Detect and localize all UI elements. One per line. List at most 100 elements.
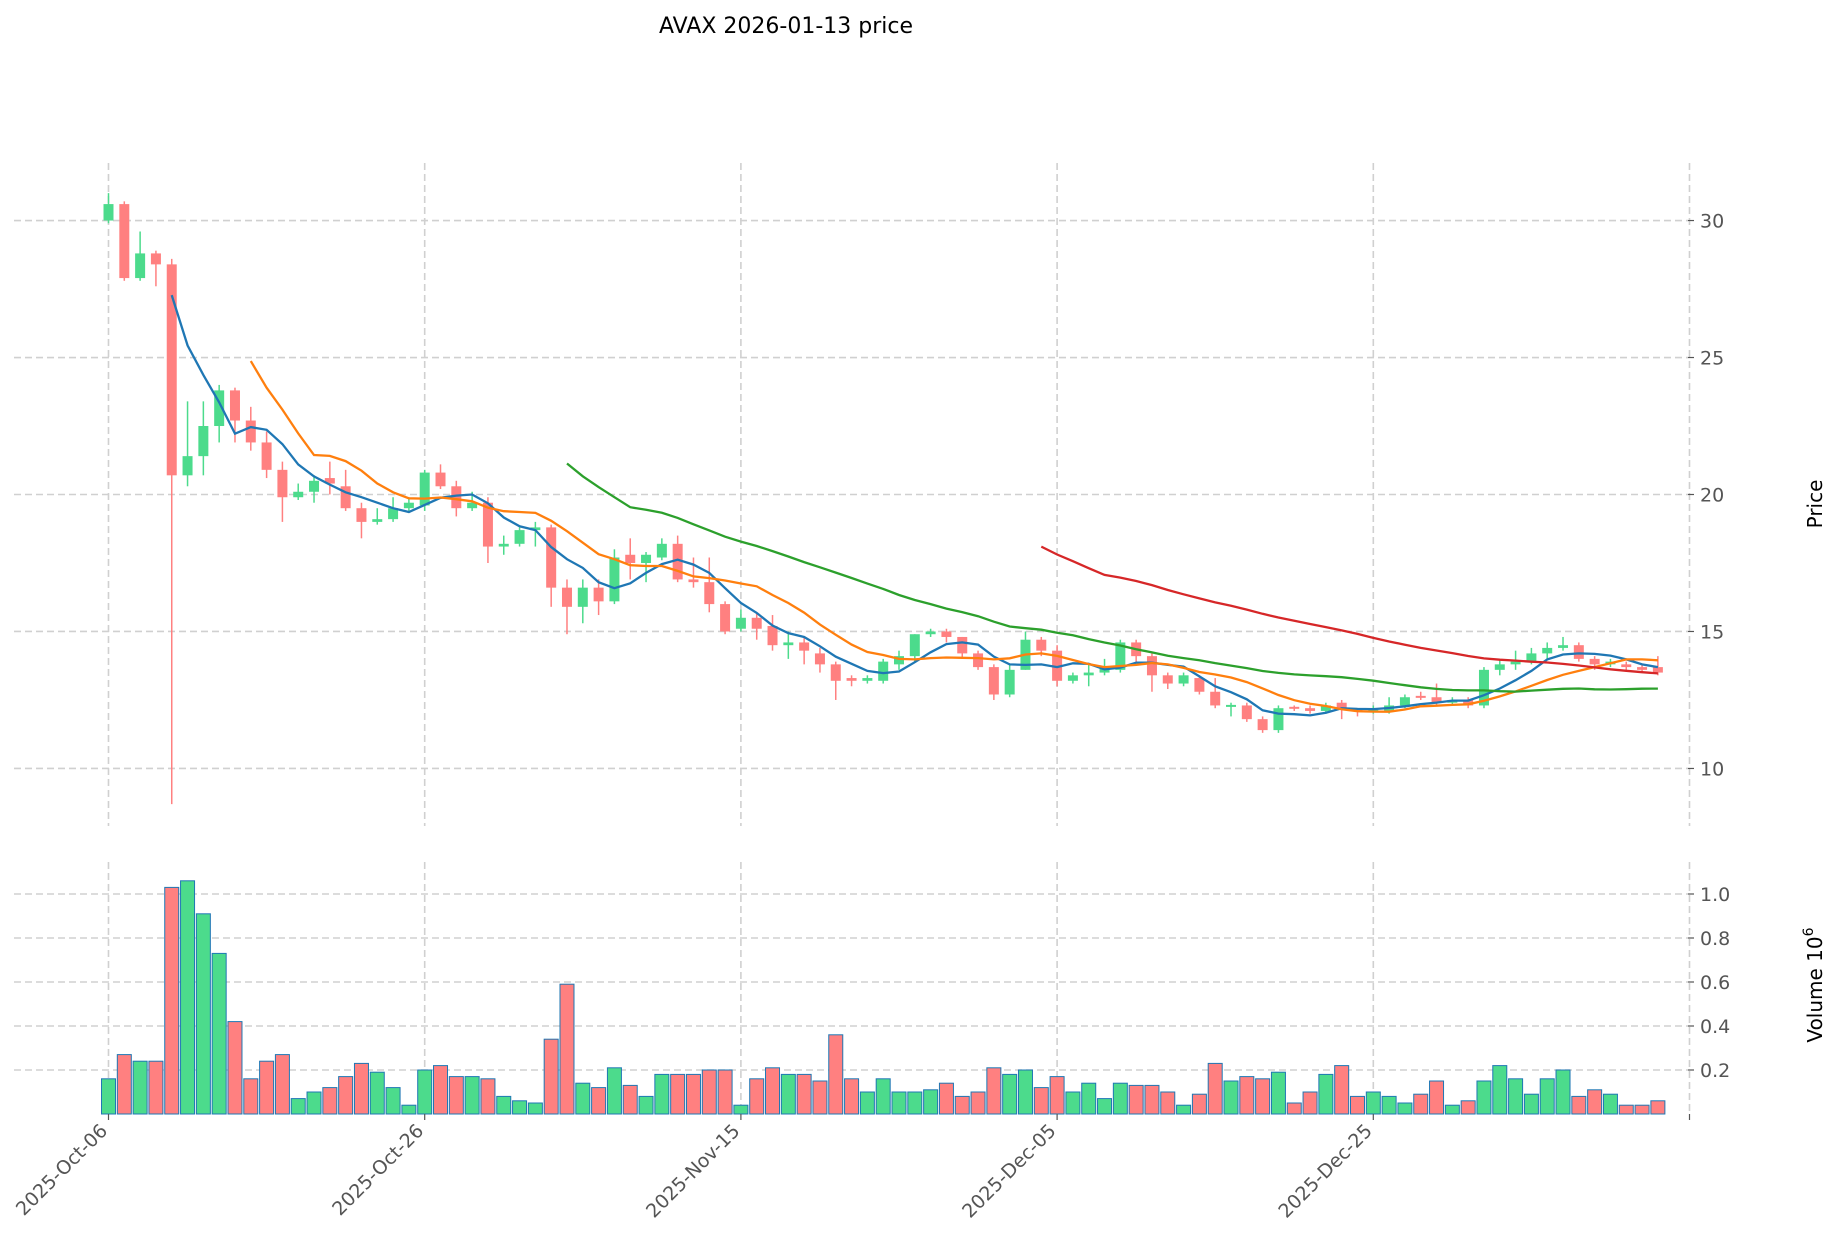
- candle-down: [1431, 697, 1442, 703]
- candle-down: [1289, 706, 1300, 709]
- volume-tick-label: 1.0: [1700, 884, 1730, 906]
- volume-tick-label: 0.6: [1700, 972, 1730, 994]
- volume-bar: [986, 1067, 1002, 1115]
- candle-up: [419, 472, 430, 506]
- volume-bar: [195, 913, 211, 1115]
- volume-bar: [1160, 1091, 1176, 1115]
- volume-bar: [211, 952, 227, 1115]
- volume-bar: [1239, 1076, 1255, 1115]
- volume-bar: [765, 1067, 781, 1115]
- candle-down: [340, 486, 351, 509]
- candle-down: [1257, 719, 1268, 731]
- volume-exponent: 6: [1801, 927, 1817, 936]
- candle-down: [1194, 678, 1205, 692]
- volume-bar: [575, 1082, 591, 1115]
- candle-down: [1463, 699, 1474, 706]
- candle-down: [261, 442, 272, 470]
- volume-bar: [954, 1095, 970, 1115]
- candle-up: [894, 656, 904, 665]
- volume-bar: [1017, 1069, 1033, 1115]
- volume-bar: [1381, 1095, 1397, 1115]
- volume-bar: [148, 1060, 164, 1115]
- candle-down: [799, 642, 810, 651]
- candle-down: [767, 626, 778, 646]
- candle-down: [1573, 645, 1584, 659]
- candle-down: [1036, 639, 1047, 651]
- candle-up: [1494, 664, 1505, 670]
- candle-up: [862, 678, 873, 681]
- candle-down: [245, 420, 256, 443]
- candle-down: [561, 587, 572, 607]
- volume-bar: [180, 880, 196, 1115]
- volume-bar: [1444, 1104, 1460, 1115]
- candle-up: [135, 253, 146, 279]
- volume-bar: [369, 1071, 385, 1115]
- candle-up: [1226, 704, 1237, 707]
- volume-bars: [101, 880, 1666, 1115]
- candle-up: [925, 631, 936, 635]
- candle-up: [1320, 705, 1331, 711]
- ma10-line: [249, 360, 1658, 713]
- grid: [14, 163, 1691, 1114]
- volume-bar: [227, 1021, 243, 1115]
- volume-bar: [670, 1073, 686, 1115]
- volume-bar: [480, 1078, 496, 1115]
- volume-bar: [749, 1078, 765, 1115]
- volume-bar: [1492, 1065, 1508, 1115]
- volume-bar: [512, 1100, 528, 1115]
- volume-bar: [1002, 1073, 1018, 1115]
- volume-bar: [1618, 1104, 1634, 1115]
- candle-down: [150, 253, 161, 265]
- candle-up: [1558, 645, 1569, 648]
- moving-averages: [170, 294, 1659, 717]
- volume-bar: [1302, 1091, 1318, 1115]
- volume-bar: [543, 1038, 559, 1115]
- ma30-line: [566, 462, 1658, 693]
- candle-up: [656, 543, 667, 558]
- candle-up: [1067, 675, 1078, 681]
- ma60-line: [1040, 545, 1658, 675]
- candle-down: [1146, 656, 1157, 676]
- candle-down: [1336, 702, 1347, 709]
- price-axis-label: Price: [1803, 480, 1827, 529]
- volume-bar: [259, 1060, 275, 1115]
- volume-bar: [1191, 1093, 1207, 1115]
- volume-bar: [701, 1069, 717, 1115]
- volume-bar: [1255, 1078, 1271, 1115]
- volume-bar: [353, 1062, 369, 1115]
- x-tick-label: 2025-Oct-06: [12, 1120, 112, 1220]
- candle-up: [1115, 642, 1126, 670]
- candle-down: [1415, 695, 1426, 698]
- candle-down: [119, 204, 130, 279]
- ma5-line: [170, 294, 1659, 717]
- candle-down: [593, 587, 604, 602]
- volume-bar: [1286, 1102, 1302, 1115]
- candle-down: [1241, 705, 1252, 720]
- volume-bar: [401, 1104, 417, 1115]
- candle-up: [309, 480, 320, 492]
- candle-up: [1478, 669, 1489, 706]
- candle-up: [735, 617, 746, 629]
- candle-up: [388, 508, 399, 520]
- volume-bar: [1508, 1078, 1524, 1115]
- candle-up: [182, 456, 193, 476]
- volume-bar: [274, 1054, 290, 1115]
- candle-down: [814, 653, 825, 665]
- candle-down: [830, 664, 841, 681]
- volume-bar: [448, 1076, 464, 1115]
- volume-bar: [306, 1091, 322, 1115]
- candle-up: [1526, 653, 1537, 662]
- volume-bar: [638, 1095, 654, 1115]
- volume-bar: [1460, 1100, 1476, 1115]
- candle-down: [941, 631, 952, 637]
- volume-bar: [1397, 1102, 1413, 1115]
- volume-bar: [1555, 1069, 1571, 1115]
- volume-bar: [116, 1054, 132, 1115]
- volume-bar: [433, 1065, 449, 1115]
- volume-bar: [338, 1076, 354, 1115]
- volume-bar: [464, 1076, 480, 1115]
- price-tick-label: 25: [1700, 348, 1724, 370]
- volume-bar: [796, 1073, 812, 1115]
- volume-bar: [1413, 1093, 1429, 1115]
